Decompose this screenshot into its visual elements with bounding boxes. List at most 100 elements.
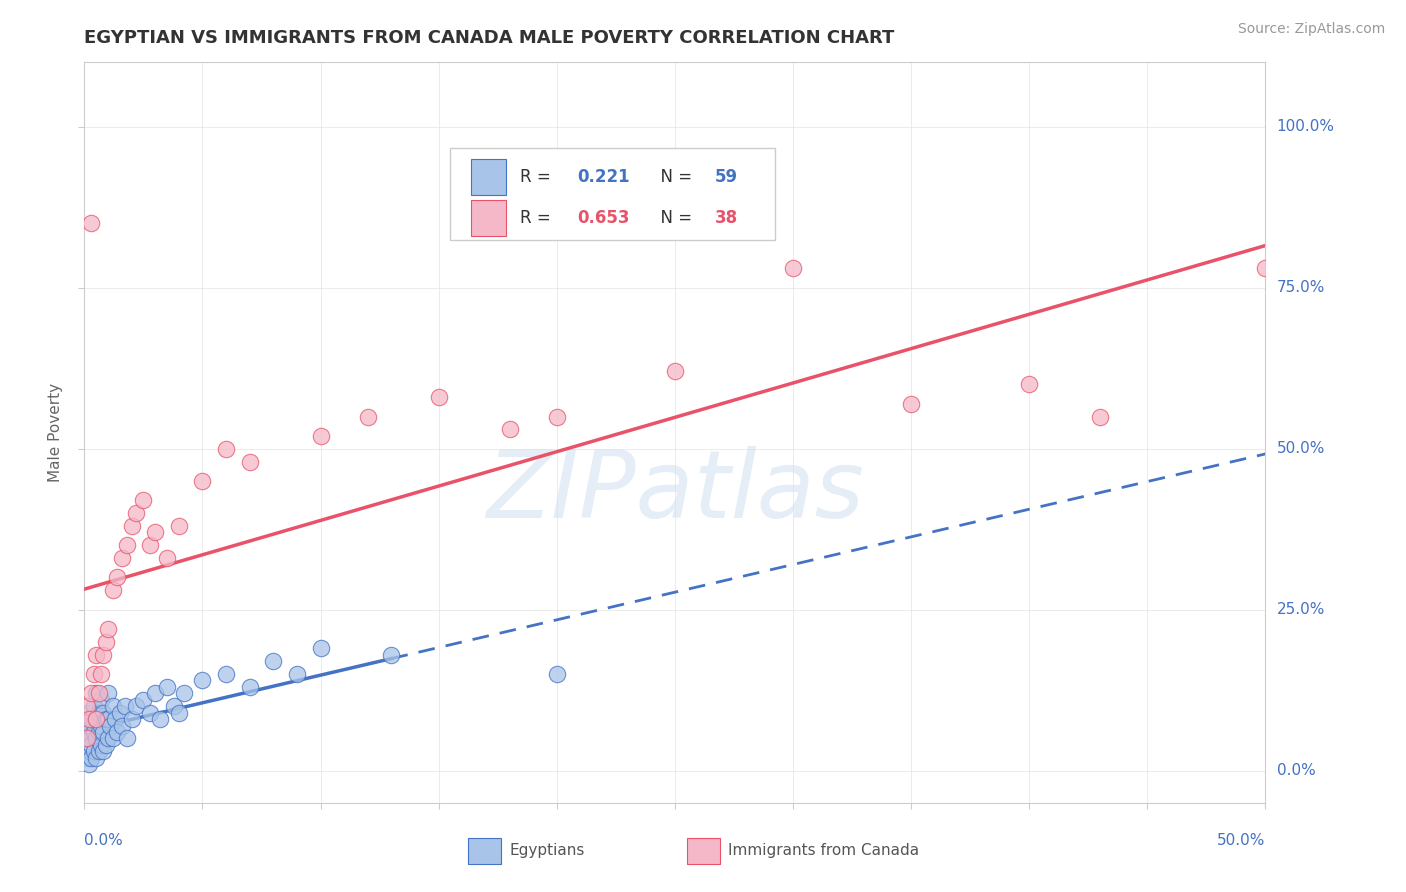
Point [77,712,100,726]
Point [262,654,284,668]
Point [239,454,262,468]
Point [156,551,179,566]
Point [1254,261,1277,276]
Point [84,712,107,726]
FancyBboxPatch shape [450,147,775,240]
Point [87,706,110,720]
Point [90,718,112,732]
Point [125,506,148,520]
Point [77,718,100,732]
Point [91,725,114,739]
Point [132,493,155,508]
Point [285,667,308,681]
Point [76,699,98,714]
Text: Egyptians: Egyptians [509,844,585,858]
Point [87,686,110,700]
Bar [468,838,502,864]
Y-axis label: Male Poverty: Male Poverty [48,383,63,483]
Text: ZIPatlas: ZIPatlas [486,446,863,537]
Point [173,686,195,700]
Point [191,474,214,488]
Point [76,725,98,739]
Bar [471,160,506,195]
Point [91,706,114,720]
Point [77,757,100,772]
Point [97,731,120,746]
Point [143,525,166,540]
Point [101,731,124,746]
Point [94,635,117,649]
Point [94,738,117,752]
Point [84,750,107,764]
Text: 0.221: 0.221 [576,169,630,186]
Point [97,622,120,636]
Point [77,706,100,720]
Bar [686,838,720,864]
Point [107,725,129,739]
Point [83,699,105,714]
Point [77,731,100,746]
Point [380,648,402,662]
Point [215,442,238,456]
Point [139,538,162,552]
Point [191,673,214,688]
Point [87,744,110,758]
Point [357,409,380,424]
Point [427,390,450,404]
Text: 50.0%: 50.0% [1277,442,1324,456]
Point [156,680,179,694]
Point [111,718,134,732]
Point [546,409,568,424]
Point [94,712,117,726]
Point [97,686,120,700]
Text: 0.653: 0.653 [576,209,630,227]
Text: R =: R = [520,209,557,227]
Point [90,738,112,752]
Point [80,216,103,230]
Text: 0.0%: 0.0% [1277,764,1315,778]
Point [111,551,134,566]
Text: EGYPTIAN VS IMMIGRANTS FROM CANADA MALE POVERTY CORRELATION CHART: EGYPTIAN VS IMMIGRANTS FROM CANADA MALE … [84,29,894,47]
Point [309,641,332,656]
Point [104,712,127,726]
Point [91,648,114,662]
Point [76,750,98,764]
Point [98,718,121,732]
Point [101,583,124,598]
Point [163,699,186,714]
Point [84,686,107,700]
Point [239,680,262,694]
Point [97,712,120,726]
Point [107,570,129,584]
Point [900,397,922,411]
Point [80,750,103,764]
Point [91,744,114,758]
Text: 50.0%: 50.0% [1218,833,1265,848]
Point [80,712,103,726]
Text: N =: N = [650,209,697,227]
Point [76,731,98,746]
Point [1088,409,1111,424]
Point [121,712,143,726]
Point [664,364,686,378]
Point [498,422,520,436]
Point [121,519,143,533]
Point [101,699,124,714]
Point [1018,377,1040,392]
Point [309,429,332,443]
Point [76,738,98,752]
Text: Source: ZipAtlas.com: Source: ZipAtlas.com [1237,22,1385,37]
Point [115,538,138,552]
Point [84,712,107,726]
Point [132,693,155,707]
Point [90,693,112,707]
Point [77,744,100,758]
Point [125,699,148,714]
Text: 38: 38 [716,209,738,227]
Point [83,725,105,739]
Point [115,731,138,746]
Point [83,744,105,758]
Text: N =: N = [650,169,697,186]
Point [782,261,804,276]
Point [546,667,568,681]
